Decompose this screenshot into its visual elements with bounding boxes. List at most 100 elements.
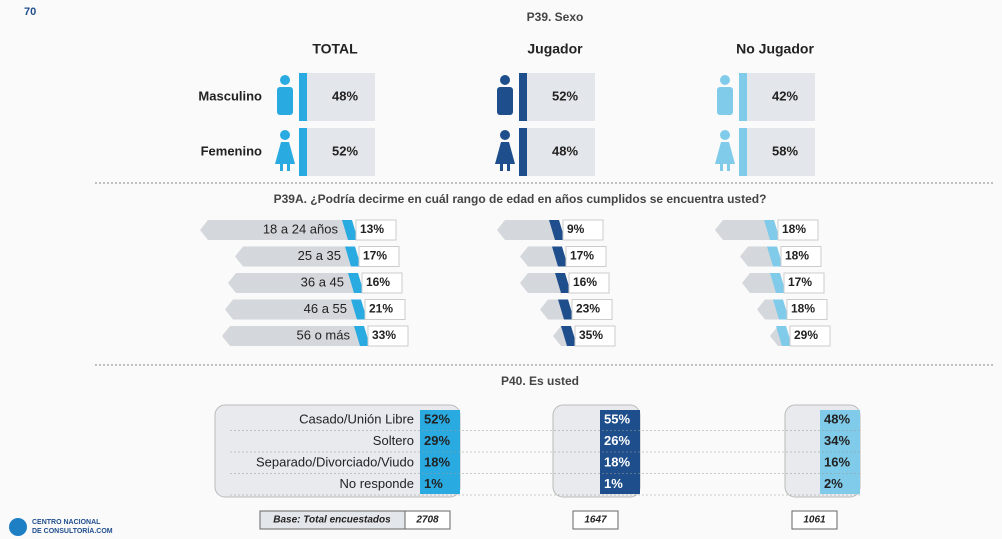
value: 1%	[424, 476, 443, 491]
age-pill	[225, 299, 357, 320]
age-pill	[757, 299, 779, 320]
value: 18%	[604, 454, 630, 469]
bar-accent	[739, 128, 747, 176]
logo-text: DE CONSULTORÍA.COM	[32, 526, 113, 535]
base-value: 1061	[803, 515, 826, 526]
age-pill	[200, 220, 348, 240]
value-box	[367, 325, 409, 347]
value: 17%	[363, 249, 387, 263]
value: 23%	[576, 302, 600, 316]
logo-icon	[9, 518, 27, 536]
age-pill	[222, 326, 360, 346]
value: 18%	[791, 302, 815, 316]
value: 16%	[366, 275, 390, 289]
group-header: Jugador	[527, 41, 583, 57]
age-stripe	[561, 326, 577, 346]
value-box	[571, 299, 613, 320]
value-box	[780, 246, 822, 267]
age-pill	[520, 273, 561, 293]
value-box	[747, 73, 815, 121]
base-value-box	[791, 510, 838, 530]
value: 29%	[794, 328, 818, 342]
value: 48%	[552, 143, 578, 158]
person-icon	[720, 75, 730, 85]
value-box	[777, 219, 819, 241]
value: 52%	[424, 411, 450, 426]
age-pill	[520, 246, 558, 267]
person-icon	[495, 142, 515, 171]
value-box	[747, 128, 815, 176]
value-box	[789, 325, 831, 347]
value-box	[568, 272, 610, 294]
person-icon	[280, 75, 290, 85]
group-header: TOTAL	[312, 41, 358, 57]
value: 29%	[424, 433, 450, 448]
value: 26%	[604, 433, 630, 448]
value: 33%	[372, 328, 396, 342]
person-icon	[500, 130, 510, 140]
row-label: Soltero	[373, 433, 414, 448]
base-label: Base: Total encuestados	[273, 515, 391, 526]
value: 34%	[824, 433, 850, 448]
person-icon	[275, 142, 295, 171]
value: 58%	[772, 143, 798, 158]
age-pill	[540, 299, 564, 320]
age-pill	[497, 220, 555, 240]
age-stripe	[770, 273, 786, 293]
bar-accent	[519, 128, 527, 176]
value: 18%	[424, 454, 450, 469]
row-label: Casado/Unión Libre	[299, 411, 414, 426]
value-box	[527, 128, 595, 176]
person-icon	[497, 87, 513, 115]
value-box	[565, 246, 607, 267]
base-value: 2708	[415, 515, 439, 526]
age-stripe	[767, 246, 783, 267]
value: 2%	[824, 476, 843, 491]
age-stripe	[552, 246, 568, 267]
bar-accent	[299, 128, 307, 176]
age-stripe	[351, 299, 367, 320]
row-label: Femenino	[201, 143, 262, 158]
age-stripe	[348, 273, 364, 293]
row-label: Separado/Divorciado/Viudo	[256, 454, 414, 469]
value-box	[783, 272, 825, 294]
person-icon	[500, 75, 510, 85]
row-label: 36 a 45	[301, 274, 344, 289]
value: 52%	[552, 88, 578, 103]
value: 48%	[332, 88, 358, 103]
row-label: No responde	[340, 476, 414, 491]
age-pill	[715, 220, 770, 240]
value-box	[307, 73, 375, 121]
age-stripe	[776, 326, 792, 346]
value: 17%	[570, 249, 594, 263]
value: 13%	[360, 222, 384, 236]
age-stripe	[342, 220, 358, 240]
value: 55%	[604, 411, 630, 426]
value-box	[307, 128, 375, 176]
section-title: P39. Sexo	[527, 10, 584, 24]
age-pill	[740, 246, 773, 267]
age-pill	[228, 273, 354, 293]
row-label: Masculino	[198, 88, 262, 103]
logo-text: CENTRO NACIONAL	[32, 519, 101, 526]
value-box	[786, 299, 828, 320]
value: 42%	[772, 88, 798, 103]
row-label: 56 o más	[297, 327, 351, 342]
value: 52%	[332, 143, 358, 158]
page-number: 70	[24, 6, 36, 18]
value-box	[361, 272, 403, 294]
value: 35%	[579, 328, 603, 342]
person-icon	[277, 87, 293, 115]
bar-accent	[299, 73, 307, 121]
value: 21%	[369, 302, 393, 316]
row-label: 18 a 24 años	[263, 221, 339, 236]
age-stripe	[354, 326, 370, 346]
age-stripe	[773, 299, 789, 320]
bar-accent	[739, 73, 747, 121]
person-icon	[717, 87, 733, 115]
value: 16%	[824, 454, 850, 469]
age-stripe	[558, 299, 574, 320]
row-label: 46 a 55	[304, 301, 347, 316]
value-box	[355, 219, 397, 241]
value: 18%	[785, 249, 809, 263]
